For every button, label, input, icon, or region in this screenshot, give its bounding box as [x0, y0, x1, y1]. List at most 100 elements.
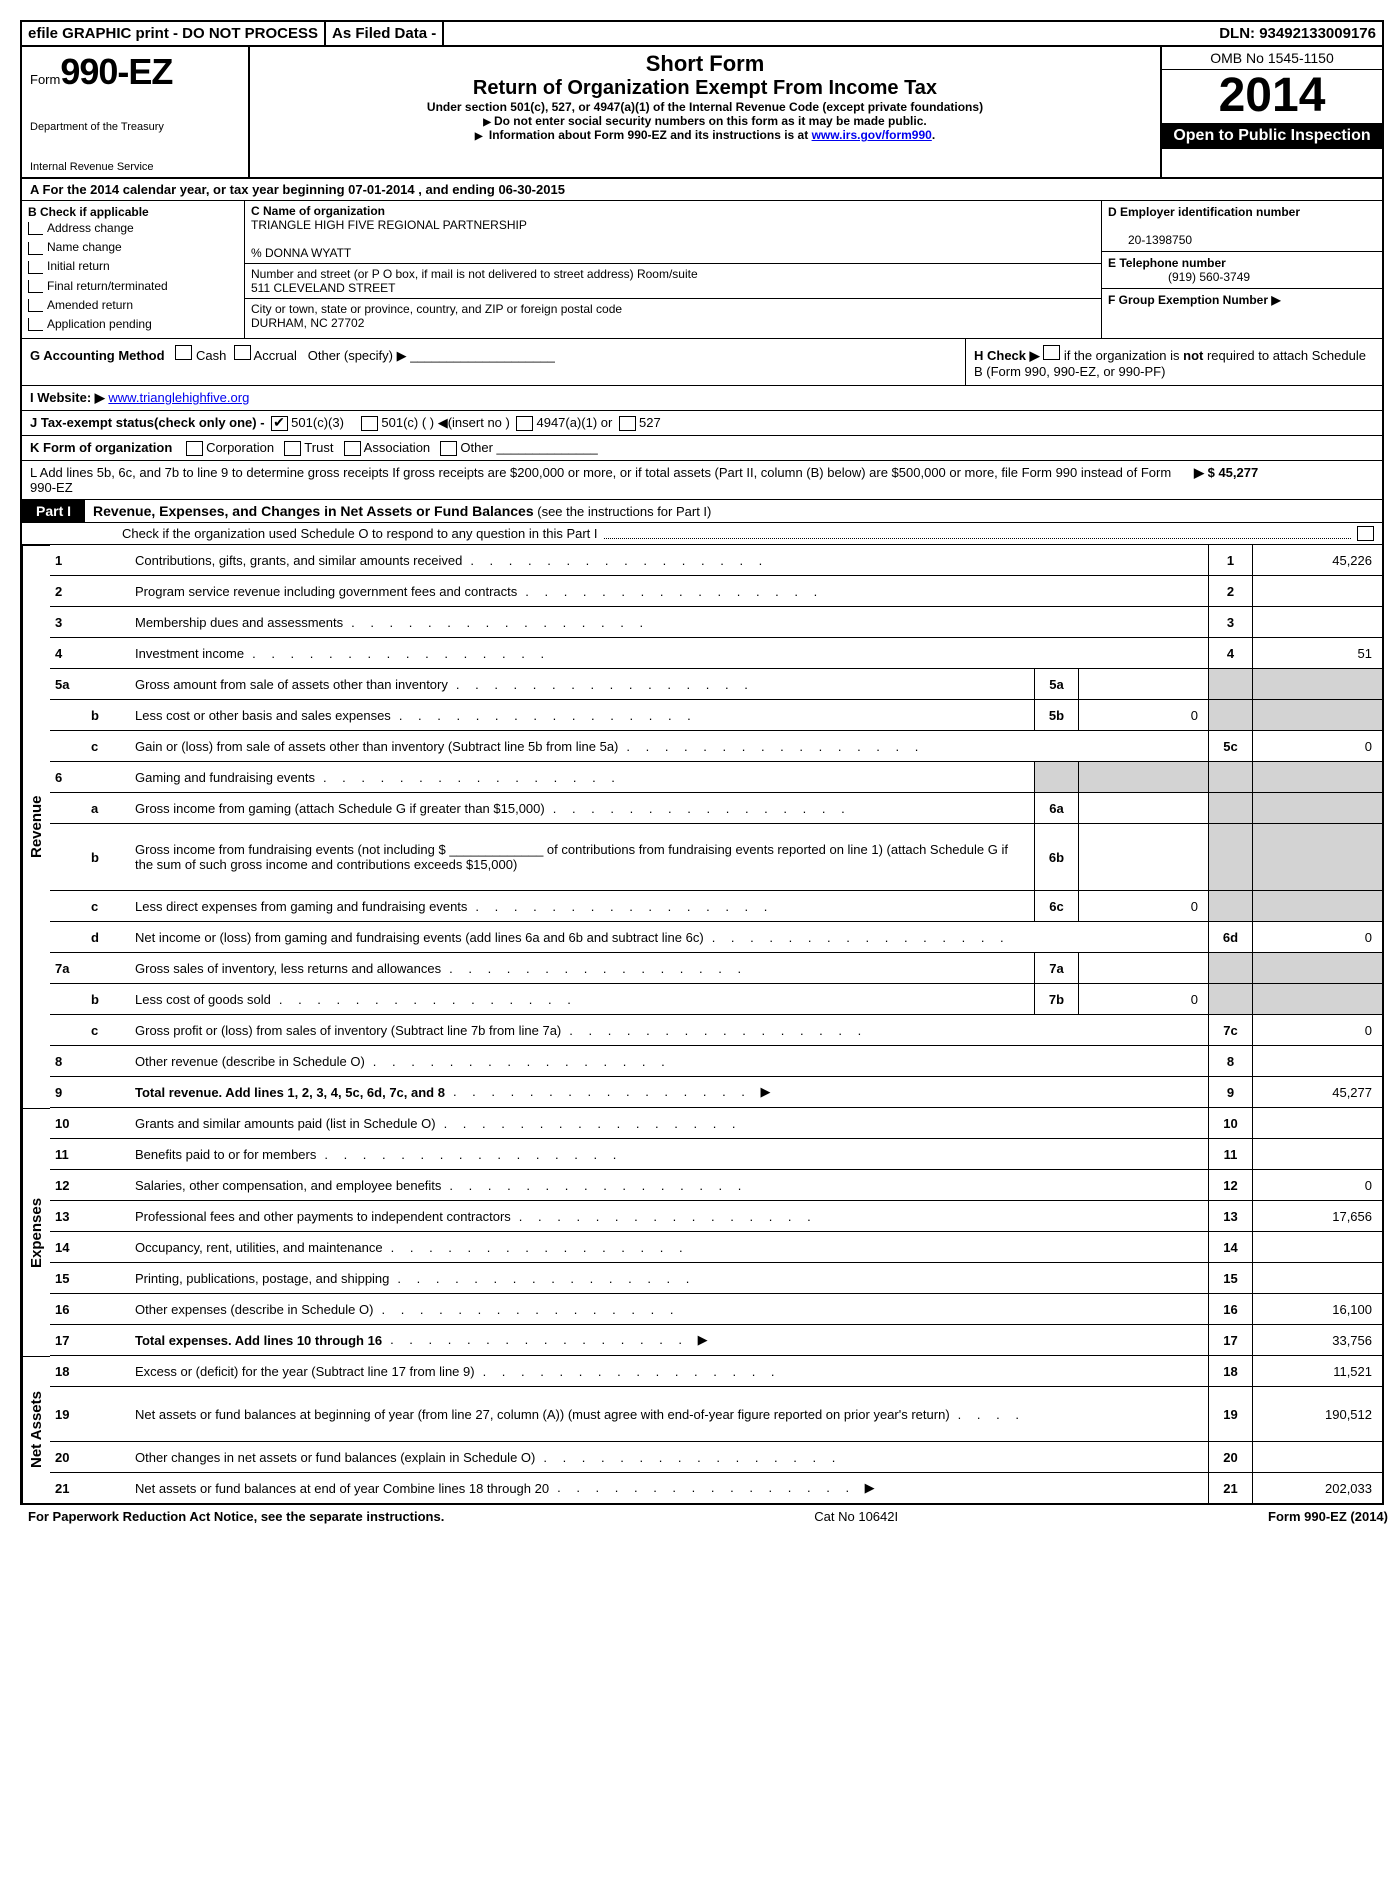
rn-9: 9 — [1208, 1077, 1252, 1108]
rn-20: 20 — [1208, 1442, 1252, 1473]
city: DURHAM, NC 27702 — [251, 316, 364, 330]
line-c-sub: c — [86, 891, 130, 922]
sidebar-netassets: Net Assets — [22, 1356, 50, 1503]
line-12-num: 12 — [50, 1170, 86, 1201]
line-b-sub: b — [86, 984, 130, 1015]
tax-year: 2014 — [1162, 70, 1382, 123]
line-c-num — [50, 1015, 86, 1046]
line-17-desc: Total expenses. Add lines 10 through 16.… — [130, 1325, 1034, 1356]
line-6-desc: Gaming and fundraising events. . . . . .… — [130, 762, 1034, 793]
k3: Association — [364, 440, 430, 455]
ssn-warning: Do not enter social security numbers on … — [260, 114, 1150, 128]
irs-link[interactable]: www.irs.gov/form990 — [812, 128, 932, 142]
group-exemption: F Group Exemption Number ▶ — [1102, 289, 1382, 311]
chk-other-org[interactable] — [440, 441, 457, 456]
chk-schedo[interactable] — [1357, 526, 1374, 541]
line-c-desc: Less direct expenses from gaming and fun… — [130, 891, 1034, 922]
rn-21: 21 — [1208, 1473, 1252, 1503]
chk-501c[interactable] — [361, 416, 378, 431]
l-value: ▶ $ 45,277 — [1194, 465, 1374, 495]
chk-4947[interactable] — [516, 416, 533, 431]
line-9-sub — [86, 1077, 130, 1108]
h2: if the organization is — [1064, 348, 1183, 363]
org-name-block: C Name of organization TRIANGLE HIGH FIV… — [245, 201, 1101, 264]
rv-14 — [1252, 1232, 1382, 1263]
line-18-num: 18 — [50, 1356, 86, 1387]
line-2-desc: Program service revenue including govern… — [130, 576, 1034, 607]
c-label: C Name of organization — [251, 204, 385, 218]
line-10-num: 10 — [50, 1108, 86, 1139]
chk-501c3[interactable] — [271, 416, 288, 431]
chk-sched-b[interactable] — [1043, 345, 1060, 360]
city-label: City or town, state or province, country… — [251, 302, 622, 316]
chk-trust[interactable] — [284, 441, 301, 456]
rv-13: 17,656 — [1252, 1201, 1382, 1232]
line-14-desc: Occupancy, rent, utilities, and maintena… — [130, 1232, 1034, 1263]
ein-block: D Employer identification number 20-1398… — [1102, 201, 1382, 252]
website-link[interactable]: www.trianglehighfive.org — [108, 390, 249, 405]
line-1-sub — [86, 545, 130, 576]
line-13-desc: Professional fees and other payments to … — [130, 1201, 1034, 1232]
info-post: . — [932, 128, 935, 142]
part1-title: Revenue, Expenses, and Changes in Net As… — [85, 500, 719, 522]
chk-assoc[interactable] — [344, 441, 361, 456]
line-17-num: 17 — [50, 1325, 86, 1356]
chk-final-return[interactable]: Final return/terminated — [28, 277, 238, 296]
part1-grid: Revenue1Contributions, gifts, grants, an… — [22, 545, 1382, 1503]
mid-6b: 6b — [1034, 824, 1078, 891]
rn-7c: 7c — [1208, 1015, 1252, 1046]
line-15-desc: Printing, publications, postage, and shi… — [130, 1263, 1034, 1294]
col-c-org: C Name of organization TRIANGLE HIGH FIV… — [245, 201, 1102, 338]
g-label: G Accounting Method — [30, 348, 165, 363]
part1-label: Part I — [22, 500, 85, 522]
ein: 20-1398750 — [1108, 233, 1192, 247]
top-bar: efile GRAPHIC print - DO NOT PROCESS As … — [22, 22, 1382, 47]
chk-initial-return[interactable]: Initial return — [28, 257, 238, 276]
line-b-desc: Less cost or other basis and sales expen… — [130, 700, 1034, 731]
line-20-num: 20 — [50, 1442, 86, 1473]
page-footer: For Paperwork Reduction Act Notice, see … — [20, 1505, 1396, 1528]
midval-6b — [1078, 824, 1208, 891]
line-16-desc: Other expenses (describe in Schedule O).… — [130, 1294, 1034, 1325]
line-8-sub — [86, 1046, 130, 1077]
rv-11 — [1252, 1139, 1382, 1170]
line-b-num — [50, 824, 86, 891]
line-5a-sub — [86, 669, 130, 700]
midval-5b: 0 — [1078, 700, 1208, 731]
line-18-desc: Excess or (deficit) for the year (Subtra… — [130, 1356, 1034, 1387]
short-form: Short Form — [260, 51, 1150, 77]
line-4-desc: Investment income. . . . . . . . . . . .… — [130, 638, 1034, 669]
city-block: City or town, state or province, country… — [245, 299, 1101, 333]
chk-name-change[interactable]: Name change — [28, 238, 238, 257]
rv-19: 190,512 — [1252, 1387, 1382, 1442]
chk-amended[interactable]: Amended return — [28, 296, 238, 315]
rn-18: 18 — [1208, 1356, 1252, 1387]
tax-year-end: 06-30-2015 — [498, 182, 565, 197]
rn-11: 11 — [1208, 1139, 1252, 1170]
org-name: TRIANGLE HIGH FIVE REGIONAL PARTNERSHIP — [251, 218, 527, 232]
line-i-website: I Website: ▶ www.trianglehighfive.org — [22, 386, 1382, 411]
k1: Corporation — [206, 440, 274, 455]
phone-block: E Telephone number (919) 560-3749 — [1102, 252, 1382, 289]
line-11-desc: Benefits paid to or for members. . . . .… — [130, 1139, 1034, 1170]
g-accrual: Accrual — [254, 348, 297, 363]
line-j-status: J Tax-exempt status(check only one) - 50… — [22, 411, 1382, 436]
rv-8 — [1252, 1046, 1382, 1077]
chk-corp[interactable] — [186, 441, 203, 456]
line-11-num: 11 — [50, 1139, 86, 1170]
k2: Trust — [304, 440, 333, 455]
line-3-desc: Membership dues and assessments. . . . .… — [130, 607, 1034, 638]
line-b-num — [50, 700, 86, 731]
chk-accrual[interactable] — [234, 345, 251, 360]
line-a-num — [50, 793, 86, 824]
chk-app-pending[interactable]: Application pending — [28, 315, 238, 334]
chk-cash[interactable] — [175, 345, 192, 360]
rn-10: 10 — [1208, 1108, 1252, 1139]
efile-notice: efile GRAPHIC print - DO NOT PROCESS — [22, 22, 326, 45]
mid-7a: 7a — [1034, 953, 1078, 984]
line-1-desc: Contributions, gifts, grants, and simila… — [130, 545, 1034, 576]
chk-address-change[interactable]: Address change — [28, 219, 238, 238]
rn-2: 2 — [1208, 576, 1252, 607]
chk-527[interactable] — [619, 416, 636, 431]
rv-15 — [1252, 1263, 1382, 1294]
